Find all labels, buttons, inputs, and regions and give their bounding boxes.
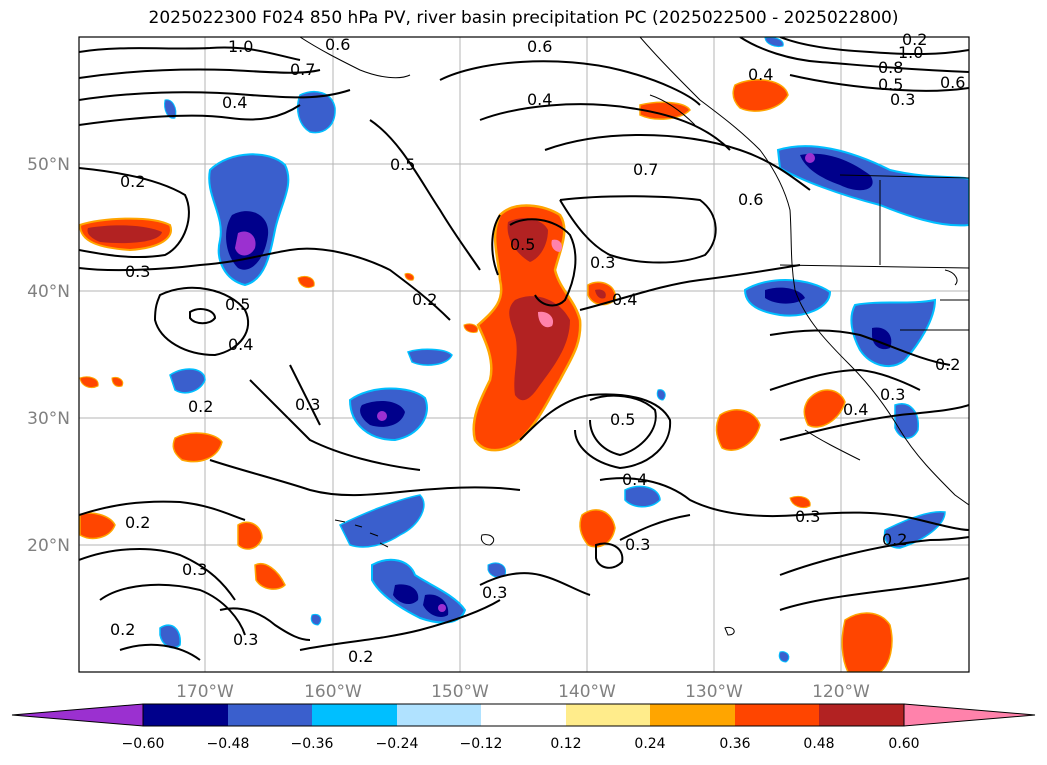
contour-label: 0.2	[935, 355, 960, 374]
contour-label: 0.6	[940, 73, 965, 92]
contour-label: 0.7	[633, 160, 658, 179]
lon-label: 140°W	[558, 682, 616, 702]
map-title: 2025022300 F024 850 hPa PV, river basin …	[148, 8, 899, 28]
lat-label: 20°N	[27, 536, 70, 556]
colorbar-bin	[312, 704, 397, 726]
contour-label: 0.2	[902, 30, 927, 49]
contour-label: 0.5	[878, 75, 903, 94]
contour-label: 0.3	[482, 583, 507, 602]
contour-label: 0.4	[527, 90, 552, 109]
colorbar-bin	[228, 704, 312, 726]
colorbar-tick: 0.36	[719, 736, 750, 752]
colorbar-bin	[143, 704, 228, 726]
contour-label: 0.3	[295, 395, 320, 414]
contour-label: 0.3	[182, 560, 207, 579]
contour-label: 0.3	[890, 90, 915, 109]
contour-labels: 1.0 0.6 0.6 0.7 0.4 0.4 0.2 0.5 0.7 0.6 …	[110, 30, 965, 666]
colorbar-tick: −0.12	[460, 736, 503, 752]
negative-precip-regions	[159, 37, 969, 663]
contour-label: 0.4	[612, 290, 637, 309]
colorbar-extend-high	[903, 703, 1036, 727]
contour-label: 0.2	[412, 290, 437, 309]
colorbar-tick: −0.48	[207, 736, 250, 752]
contour-label: 0.3	[880, 385, 905, 404]
contour-label: 0.2	[188, 397, 213, 416]
colorbar-bin	[397, 704, 481, 726]
pv-contours	[79, 37, 969, 661]
lat-label: 30°N	[27, 409, 70, 429]
contour-label: 0.5	[610, 410, 635, 429]
lon-label: 130°W	[685, 682, 743, 702]
colorbar-bin	[481, 704, 566, 726]
contour-label: 0.2	[120, 172, 145, 191]
contour-label: 0.5	[390, 155, 415, 174]
positive-precip-regions	[79, 79, 893, 672]
contour-label: 0.6	[738, 190, 763, 209]
lon-label: 170°W	[176, 682, 234, 702]
contour-label: 0.6	[325, 35, 350, 54]
colorbar-bin	[819, 704, 904, 726]
colorbar-tick: −0.60	[122, 736, 165, 752]
colorbar-tick: −0.24	[376, 736, 419, 752]
colorbar-extend-low	[11, 703, 144, 727]
contour-label: 0.8	[878, 58, 903, 77]
contour-label: 0.2	[125, 513, 150, 532]
contour-label: 0.3	[795, 507, 820, 526]
contour-label: 0.4	[622, 470, 647, 489]
contour-label: 0.5	[510, 235, 535, 254]
colorbar-tick: 0.48	[803, 736, 834, 752]
contour-label: 0.4	[222, 93, 247, 112]
lon-label: 120°W	[812, 682, 870, 702]
colorbar-bin	[566, 704, 650, 726]
lon-label: 150°W	[431, 682, 489, 702]
lon-label: 160°W	[304, 682, 362, 702]
contour-label: 0.7	[290, 60, 315, 79]
contour-label: 0.2	[348, 647, 373, 666]
colorbar-bin	[735, 704, 819, 726]
contour-label: 0.3	[125, 262, 150, 281]
colorbar-tick: −0.36	[291, 736, 334, 752]
contour-label: 0.3	[233, 630, 258, 649]
contour-label: 0.4	[843, 400, 868, 419]
colorbar-tick: 0.12	[550, 736, 581, 752]
contour-label: 0.3	[590, 253, 615, 272]
lat-label: 40°N	[27, 282, 70, 302]
colorbar: −0.60 −0.48 −0.36 −0.24 −0.12 0.12 0.24 …	[11, 703, 1036, 752]
contour-label: 0.4	[228, 335, 253, 354]
colorbar-bin	[650, 704, 735, 726]
contour-label: 0.5	[225, 295, 250, 314]
contour-label: 0.2	[110, 620, 135, 639]
lat-label: 50°N	[27, 155, 70, 175]
contour-label: 0.3	[625, 535, 650, 554]
contour-label: 0.4	[748, 65, 773, 84]
contour-label: 0.6	[527, 37, 552, 56]
contour-label: 0.2	[882, 530, 907, 549]
map-frame	[78, 36, 970, 673]
colorbar-tick: 0.60	[888, 736, 919, 752]
colorbar-tick: 0.24	[634, 736, 665, 752]
contour-label: 1.0	[898, 43, 923, 62]
contour-label: 1.0	[228, 37, 253, 56]
